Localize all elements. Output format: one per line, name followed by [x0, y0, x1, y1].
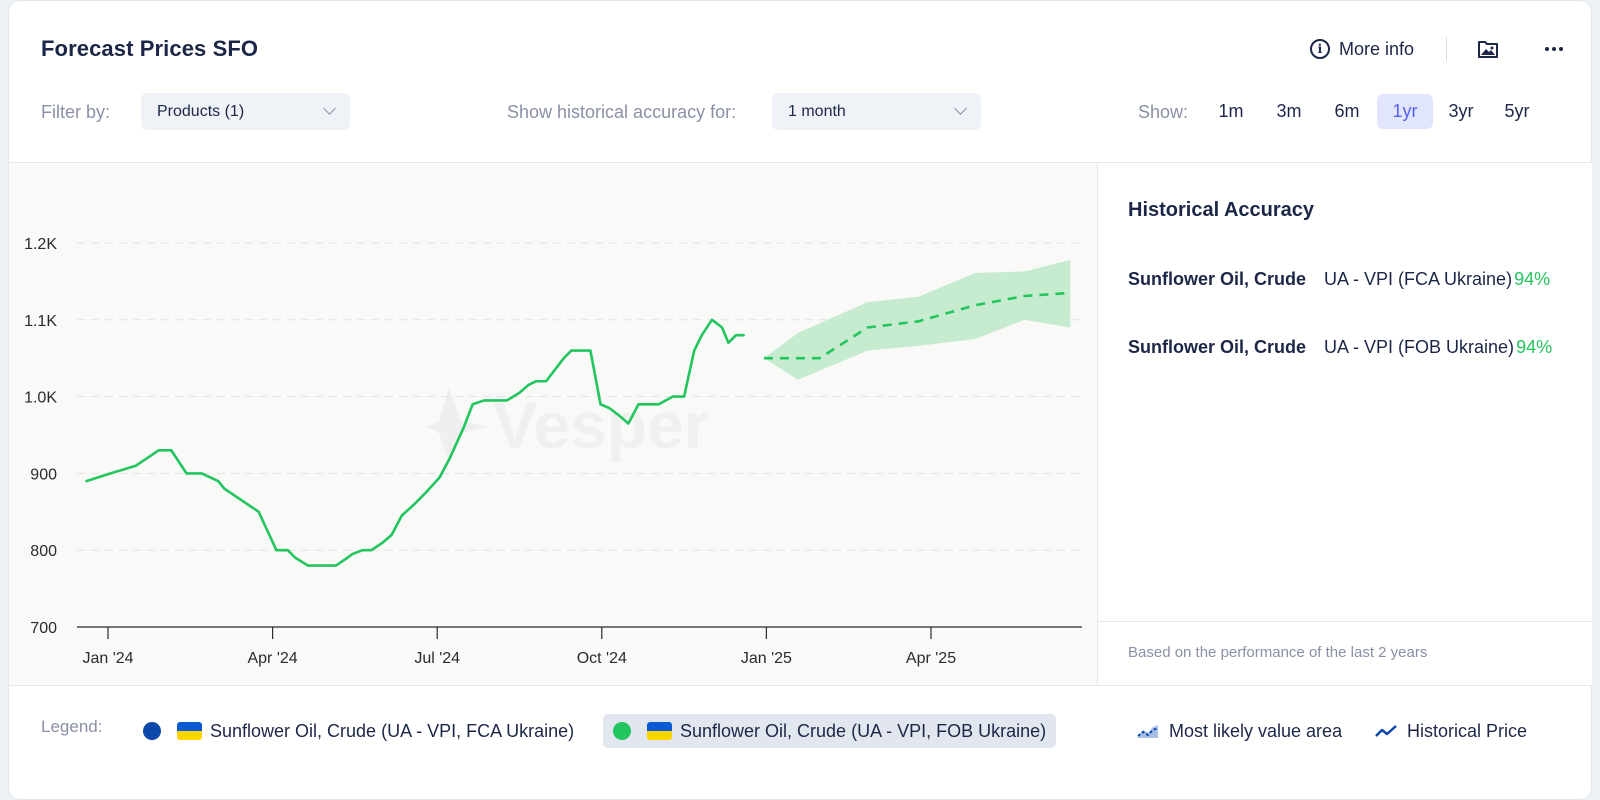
forecast-card: Forecast Prices SFO i More info Filter b…: [8, 0, 1592, 800]
more-info-label: More info: [1339, 39, 1414, 60]
y-tick-label: 900: [30, 466, 57, 483]
more-info-button[interactable]: i More info: [1310, 39, 1414, 60]
legend-item-fob[interactable]: Sunflower Oil, Crude (UA - VPI, FOB Ukra…: [603, 714, 1056, 748]
legend-key-label: Most likely value area: [1169, 721, 1342, 742]
vesper-logo-icon: [427, 388, 489, 463]
accuracy-product: Sunflower Oil, Crude: [1128, 337, 1306, 358]
accuracy-product: Sunflower Oil, Crude: [1128, 269, 1306, 290]
header-divider: [1446, 37, 1447, 61]
more-dots-icon[interactable]: [1545, 47, 1563, 51]
range-3m-button[interactable]: 3m: [1263, 94, 1315, 129]
page-title: Forecast Prices SFO: [41, 36, 258, 62]
x-tick-label: Jan '24: [82, 650, 133, 667]
accuracy-source: UA - VPI (FCA Ukraine): [1324, 269, 1512, 290]
ua-flag-icon: [647, 722, 672, 740]
historical-accuracy-title: Historical Accuracy: [1128, 199, 1314, 222]
x-tick-label: Apr '24: [247, 650, 297, 667]
legend-item-label: Sunflower Oil, Crude (UA - VPI, FCA Ukra…: [210, 721, 574, 742]
range-3yr-button[interactable]: 3yr: [1435, 94, 1487, 129]
legend-key-historical: Historical Price: [1375, 714, 1527, 748]
y-tick-label: 1.2K: [24, 236, 57, 253]
chevron-down-icon: [323, 102, 336, 115]
products-dropdown-value: Products (1): [157, 103, 244, 121]
area-chart-icon: [1137, 722, 1159, 740]
accuracy-source: UA - VPI (FOB Ukraine): [1324, 337, 1514, 358]
x-tick-label: Jul '24: [414, 650, 460, 667]
range-1yr-button[interactable]: 1yr: [1377, 94, 1433, 129]
line-chart-icon: [1375, 723, 1397, 739]
show-label: Show:: [1138, 102, 1188, 123]
accuracy-label: Show historical accuracy for:: [507, 102, 736, 123]
series-dot-icon: [143, 722, 161, 740]
x-tick-label: Oct '24: [577, 650, 627, 667]
legend-key-label: Historical Price: [1407, 721, 1527, 742]
chevron-down-icon: [954, 102, 967, 115]
header-actions: i More info: [1310, 35, 1563, 63]
accuracy-period-value: 1 month: [788, 103, 846, 121]
accuracy-footer: Based on the performance of the last 2 y…: [1098, 621, 1592, 686]
price-chart[interactable]: Vesper 700 800 900 1.0K 1.1K 1.2K Jan '24 Apr '…: [9, 163, 1097, 686]
range-6m-button[interactable]: 6m: [1321, 94, 1373, 129]
accuracy-period-dropdown[interactable]: 1 month: [772, 93, 981, 130]
accuracy-row: Sunflower Oil, Crude UA - VPI (FCA Ukrai…: [1128, 269, 1550, 290]
chart-area: Vesper 700 800 900 1.0K 1.1K 1.2K Jan '24 Apr '…: [9, 162, 1097, 685]
y-tick-label: 1.1K: [24, 313, 57, 330]
range-5yr-button[interactable]: 5yr: [1491, 94, 1543, 129]
x-tick-label: Apr '25: [906, 650, 956, 667]
accuracy-footnote: Based on the performance of the last 2 y…: [1128, 644, 1427, 661]
products-dropdown[interactable]: Products (1): [141, 93, 350, 130]
image-icon[interactable]: [1477, 39, 1499, 59]
watermark-text: Vesper: [493, 388, 710, 462]
legend-bar: Legend: Sunflower Oil, Crude (UA - VPI, …: [9, 685, 1592, 785]
info-icon: i: [1310, 39, 1330, 59]
accuracy-row: Sunflower Oil, Crude UA - VPI (FOB Ukrai…: [1128, 337, 1552, 358]
y-tick-label: 1.0K: [24, 390, 57, 407]
y-tick-label: 700: [30, 620, 57, 637]
ua-flag-icon: [177, 722, 202, 740]
series-dot-icon: [613, 722, 631, 740]
legend-label: Legend:: [41, 717, 102, 737]
x-tick-label: Jan '25: [741, 650, 792, 667]
accuracy-percent: 94%: [1516, 337, 1552, 358]
filter-by-label: Filter by:: [41, 102, 110, 123]
accuracy-percent: 94%: [1514, 269, 1550, 290]
legend-key-area: Most likely value area: [1137, 714, 1342, 748]
legend-item-label: Sunflower Oil, Crude (UA - VPI, FOB Ukra…: [680, 721, 1046, 742]
range-1m-button[interactable]: 1m: [1205, 94, 1257, 129]
historical-accuracy-panel: Historical Accuracy Sunflower Oil, Crude…: [1097, 162, 1592, 685]
y-tick-label: 800: [30, 543, 57, 560]
legend-item-fca[interactable]: Sunflower Oil, Crude (UA - VPI, FCA Ukra…: [143, 714, 584, 748]
